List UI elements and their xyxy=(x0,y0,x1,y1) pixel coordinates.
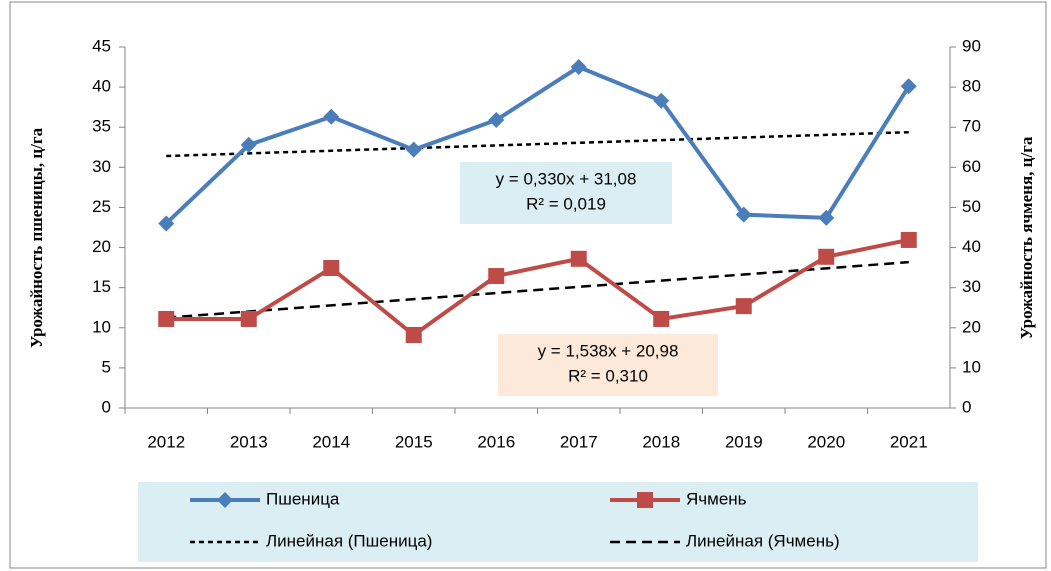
legend-marker xyxy=(217,492,233,508)
legend-marker xyxy=(637,492,653,508)
point xyxy=(488,112,505,129)
point xyxy=(323,108,340,125)
chart-frame xyxy=(9,1,1047,569)
point xyxy=(735,298,752,315)
trend-line xyxy=(166,130,909,158)
y-tick-label: 35 xyxy=(92,117,111,136)
point xyxy=(735,206,752,223)
point xyxy=(653,310,670,327)
y2-tick-label: 20 xyxy=(962,317,981,336)
legend-label: Линейная (Пшеница) xyxy=(266,531,432,550)
y2-tick-label: 40 xyxy=(962,237,981,256)
y-tick-label: 15 xyxy=(92,277,111,296)
point xyxy=(405,326,422,343)
legend-label: Ячмень xyxy=(686,489,747,508)
point xyxy=(653,92,670,109)
point xyxy=(570,250,587,267)
x-tick-label: 2012 xyxy=(147,432,185,451)
x-tick-label: 2014 xyxy=(312,432,350,451)
point xyxy=(818,209,835,226)
annotation-text: R² = 0,019 xyxy=(526,194,606,213)
y2-axis-label: Урожайность ячменя, ц/га xyxy=(1017,136,1036,339)
annotation-box xyxy=(498,334,718,396)
point xyxy=(818,248,835,265)
y2-tick-label: 60 xyxy=(962,157,981,176)
y-tick-label: 20 xyxy=(92,237,111,256)
x-tick-label: 2017 xyxy=(560,432,598,451)
y-tick-label: 40 xyxy=(92,77,111,96)
point xyxy=(240,136,257,153)
x-tick-label: 2019 xyxy=(725,432,763,451)
y-tick-label: 30 xyxy=(92,157,111,176)
y2-tick-label: 10 xyxy=(962,357,981,376)
legend-label: Линейная (Ячмень) xyxy=(686,531,840,550)
y2-tick-label: 80 xyxy=(962,77,981,96)
y2-tick-label: 90 xyxy=(962,36,981,55)
point xyxy=(405,141,422,158)
annotation-text: y = 1,538x + 20,98 xyxy=(538,341,679,360)
y2-tick-label: 50 xyxy=(962,197,981,216)
y2-tick-label: 0 xyxy=(962,397,971,416)
x-tick-label: 2020 xyxy=(807,432,845,451)
point xyxy=(900,78,917,95)
y-tick-label: 10 xyxy=(92,317,111,336)
series-line xyxy=(164,64,911,225)
y-tick-label: 25 xyxy=(92,197,111,216)
point xyxy=(570,59,587,76)
point xyxy=(158,310,175,327)
annotation-text: R² = 0,310 xyxy=(568,366,648,385)
x-tick-label: 2016 xyxy=(477,432,515,451)
point xyxy=(900,231,917,248)
point xyxy=(323,260,340,277)
point xyxy=(488,268,505,285)
x-tick-label: 2015 xyxy=(395,432,433,451)
point xyxy=(240,310,257,327)
y-tick-label: 5 xyxy=(102,357,111,376)
x-tick-label: 2018 xyxy=(642,432,680,451)
annotation-text: y = 0,330x + 31,08 xyxy=(496,169,637,188)
y-tick-label: 45 xyxy=(92,36,111,55)
legend-box xyxy=(138,482,978,562)
series-line xyxy=(166,237,910,338)
annotation-box xyxy=(460,162,672,224)
legend-label: Пшеница xyxy=(266,489,340,508)
x-tick-label: 2021 xyxy=(890,432,928,451)
trend-line xyxy=(166,260,909,319)
y-axis-label: Урожайность пшеницы, ц/га xyxy=(27,127,46,348)
x-tick-label: 2013 xyxy=(230,432,268,451)
y2-tick-label: 30 xyxy=(962,277,981,296)
y2-tick-label: 70 xyxy=(962,117,981,136)
point xyxy=(158,215,175,232)
y-tick-label: 0 xyxy=(102,397,111,416)
